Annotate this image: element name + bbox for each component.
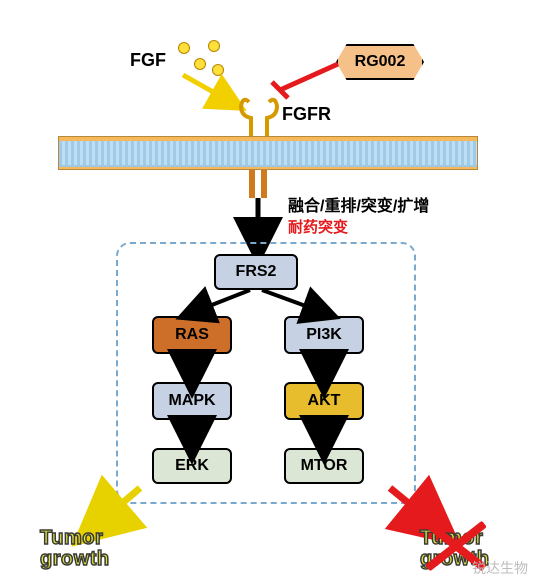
mapk-node: MAPK — [152, 382, 232, 420]
fgf-ligand-dot — [194, 58, 206, 70]
watermark: 锐达生物 — [472, 558, 528, 578]
akt-text: AKT — [308, 392, 341, 410]
frs2-branch-arrows — [150, 288, 370, 322]
pi3k-to-akt-arrow — [316, 354, 332, 384]
rg002-inhibit-arrow — [268, 60, 348, 100]
fgf-ligand-dot — [178, 42, 190, 54]
frs2-text: FRS2 — [236, 263, 277, 281]
tumor-growth-text: Tumor growth — [40, 528, 110, 570]
receptor-tail — [261, 170, 267, 198]
rg002-label: RG002 — [355, 53, 406, 71]
fgfr-label: FGFR — [282, 104, 331, 125]
frs2-node: FRS2 — [214, 254, 298, 290]
akt-node: AKT — [284, 382, 364, 420]
fgf-ligand-dot — [208, 40, 220, 52]
membrane — [58, 136, 478, 170]
receptor-tail — [249, 170, 255, 198]
mtor-node: MTOR — [284, 448, 364, 484]
ras-to-mapk-arrow — [184, 354, 200, 384]
akt-to-mtor-arrow — [316, 420, 332, 450]
mtor-text: MTOR — [301, 457, 348, 475]
mutation-label: 融合/重排/突变/扩增 — [288, 192, 429, 216]
erk-text: ERK — [175, 457, 209, 475]
resistance-label: 耐药突变 — [288, 216, 348, 237]
pi3k-text: PI3K — [306, 326, 342, 344]
ras-text: RAS — [175, 326, 209, 344]
mapk-to-erk-arrow — [184, 420, 200, 450]
mapk-text: MAPK — [168, 392, 215, 410]
rg002-node: RG002 — [336, 44, 424, 80]
erk-node: ERK — [152, 448, 232, 484]
fgf-label: FGF — [130, 50, 166, 71]
